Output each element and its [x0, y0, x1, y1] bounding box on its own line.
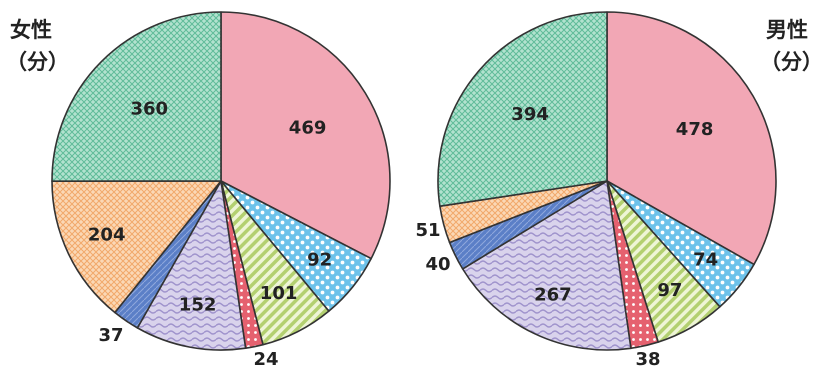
female-value-label: 152 [179, 295, 217, 316]
female-value-label: 92 [307, 250, 332, 271]
male-value-label: 97 [657, 280, 682, 301]
female-value-label: 24 [253, 349, 278, 370]
female-slice-152 [136, 180, 247, 351]
female-value-label: 101 [260, 283, 298, 304]
female-title: 女性 [10, 18, 52, 42]
male-title: 男性 [766, 18, 808, 42]
male-slice-478 [606, 11, 777, 266]
female-slice-469 [220, 11, 391, 260]
female-pie: 469 92 101 24 152 37 204 360 [51, 11, 391, 370]
male-slice-394 [437, 11, 608, 207]
female-slice-360 [51, 11, 222, 182]
female-slice-204 [51, 180, 222, 314]
male-slice-267 [461, 180, 632, 351]
male-value-label: 40 [425, 254, 450, 275]
female-value-label: 469 [289, 117, 327, 138]
male-value-label: 394 [511, 104, 549, 125]
male-unit: （分） [760, 50, 823, 74]
female-value-label: 360 [131, 98, 169, 119]
male-value-label: 267 [534, 285, 572, 306]
male-value-label: 74 [693, 250, 718, 271]
male-value-label: 51 [415, 220, 440, 241]
male-value-label: 478 [676, 119, 714, 140]
female-unit: （分） [6, 50, 69, 74]
male-value-label: 38 [635, 349, 660, 370]
male-pie: 478 74 97 38 267 40 51 394 [415, 11, 777, 370]
female-value-label: 37 [98, 325, 123, 346]
female-value-label: 204 [88, 225, 126, 246]
